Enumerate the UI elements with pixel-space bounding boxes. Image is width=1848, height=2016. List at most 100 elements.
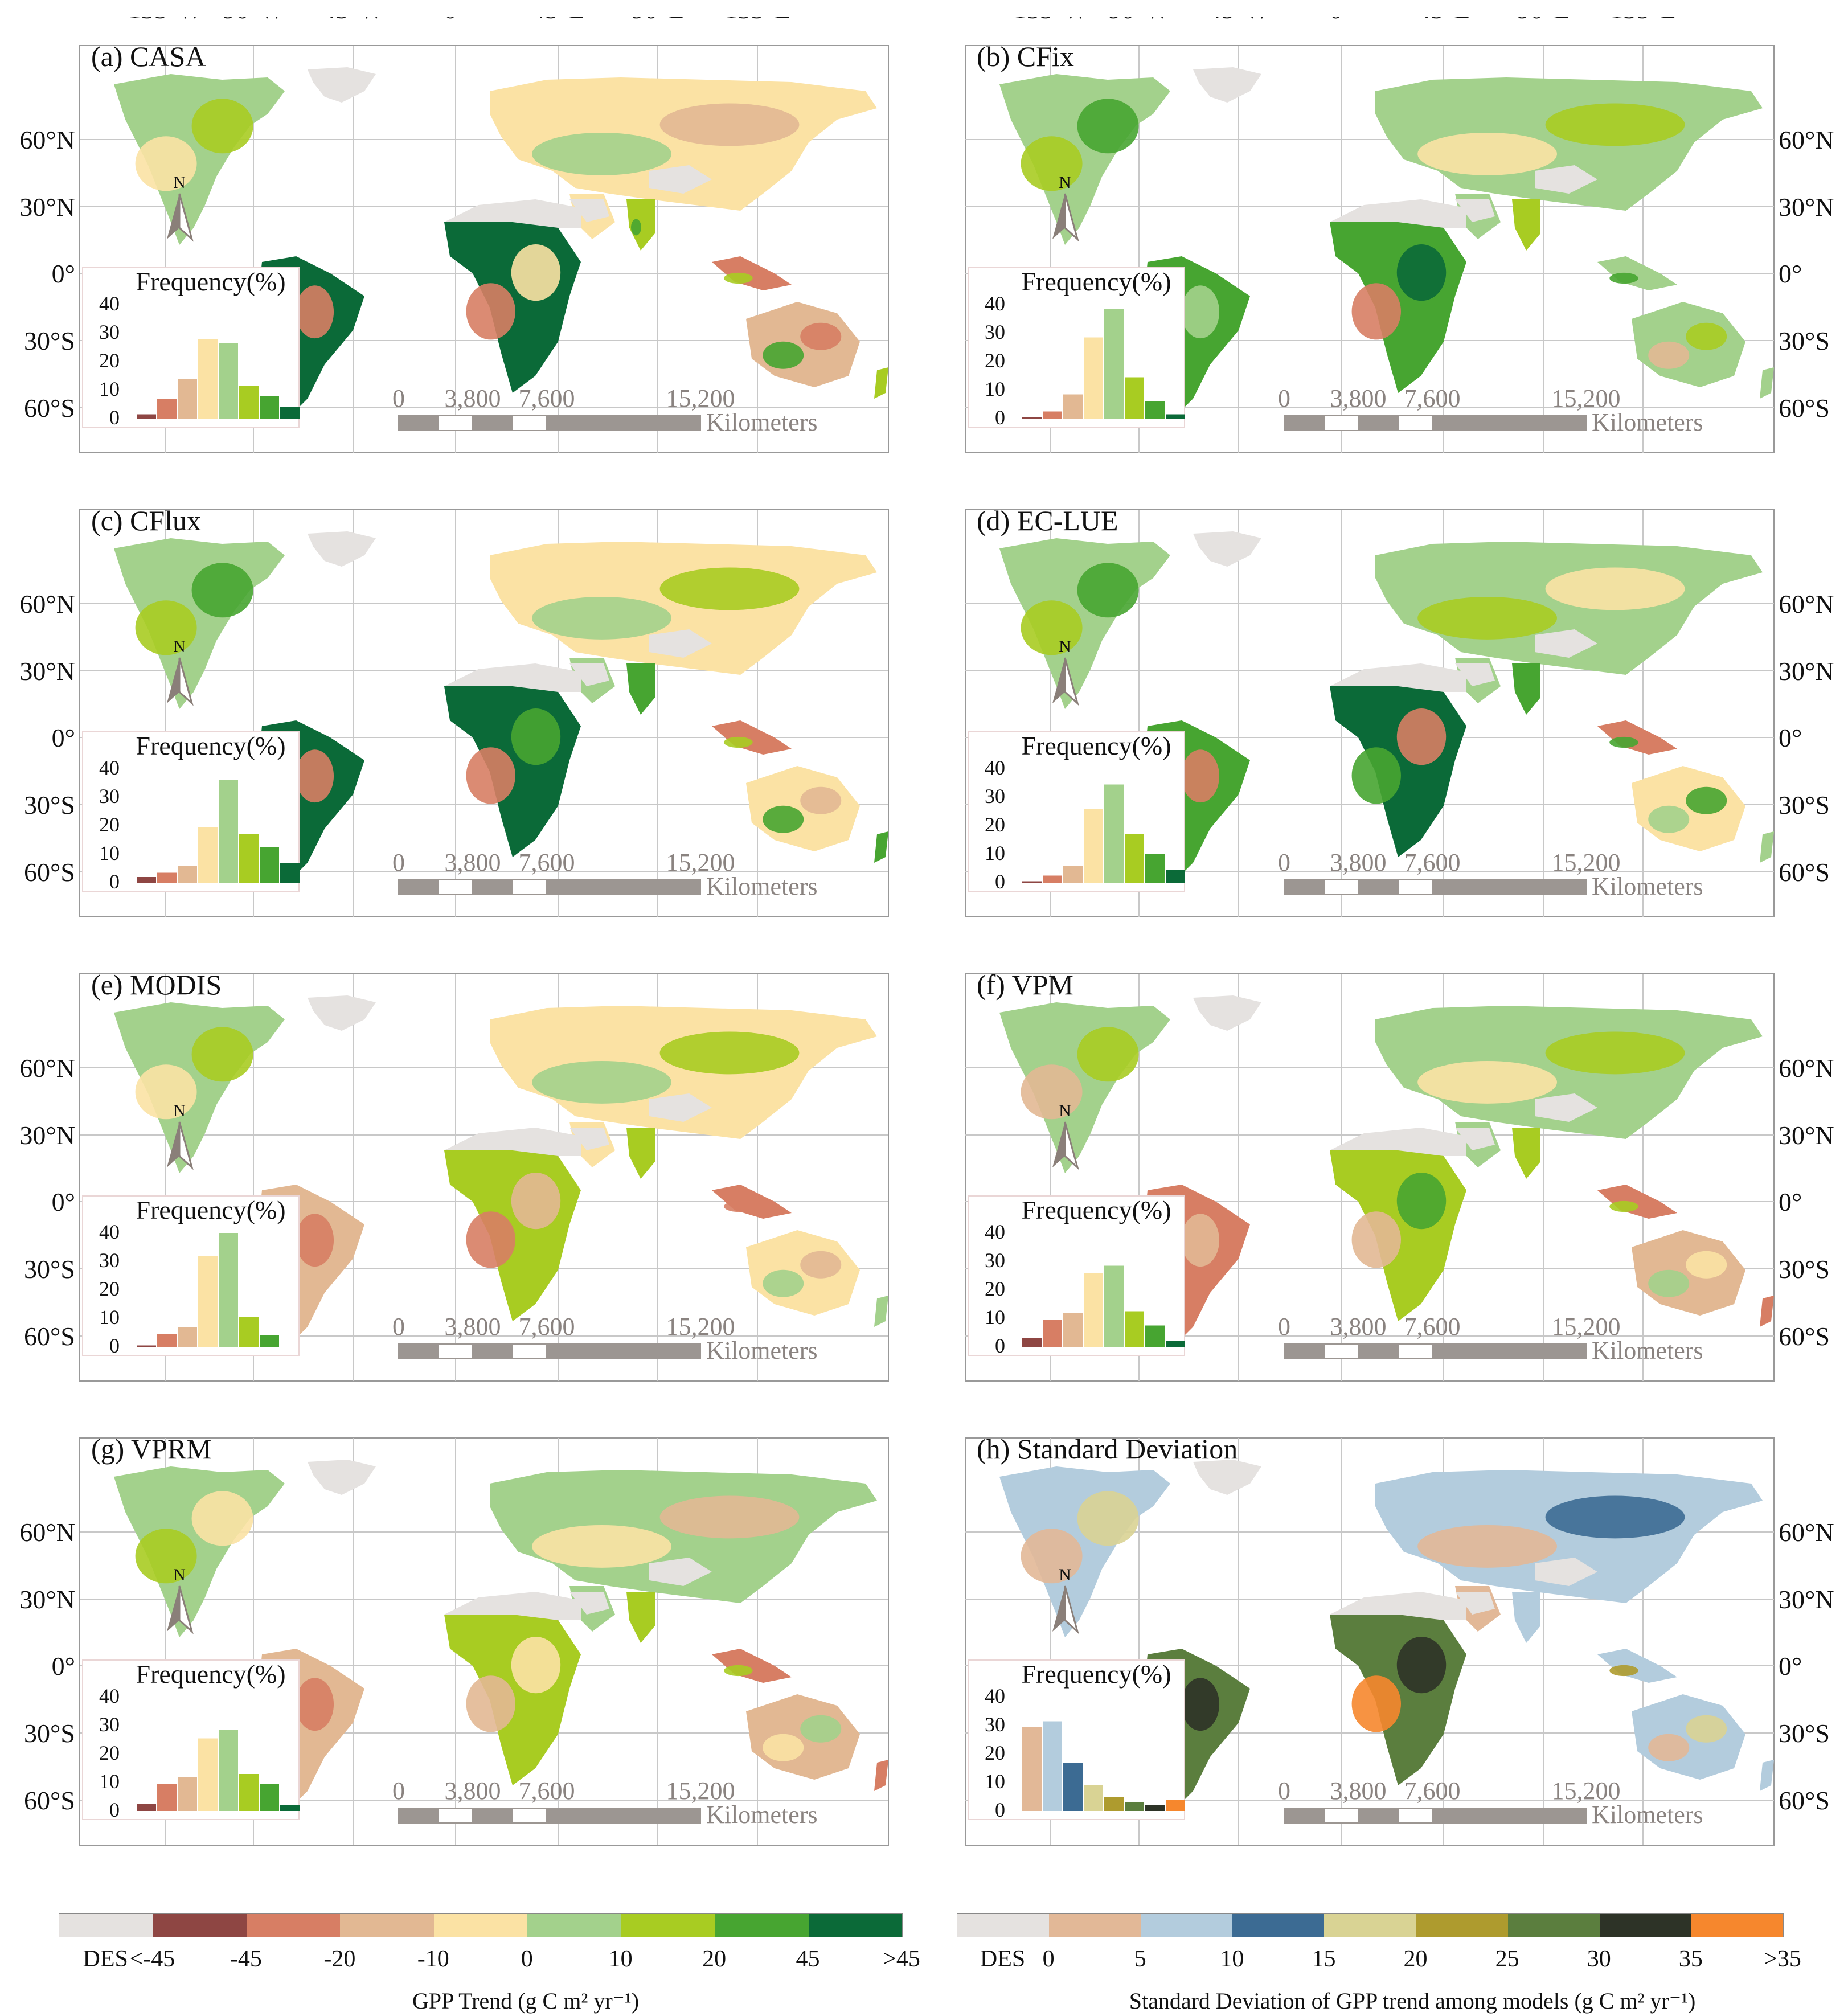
legend-swatch <box>340 1914 434 1937</box>
scale-bar-segment <box>546 1808 701 1824</box>
continents <box>114 531 888 886</box>
legend-des-label: DES <box>83 1946 128 1972</box>
lon-tick-label: 45°W <box>1208 17 1269 24</box>
histogram-tick-label: 10 <box>99 1770 120 1793</box>
des-sahara <box>1330 663 1466 692</box>
histogram-bar <box>219 343 238 419</box>
histogram-bar <box>1084 1785 1103 1811</box>
des-tarim <box>649 1093 712 1122</box>
histogram-tick-label: 30 <box>985 321 1005 343</box>
scale-bar-segment <box>1284 879 1325 895</box>
land-patch <box>1648 1734 1690 1761</box>
lon-tick-label: 135°E <box>1610 17 1676 24</box>
scale-bar-segment <box>398 1343 439 1359</box>
histogram-bar <box>198 1738 218 1811</box>
map-panel-b: (b) CFix 135°W 90°W 45°W 0° 45°E 90°E 135°E 60°N… <box>945 17 1848 467</box>
land-patch <box>191 563 253 618</box>
scale-bar-segment <box>1398 1343 1433 1359</box>
legend-swatch <box>1416 1914 1508 1937</box>
north-label: N <box>173 1566 186 1584</box>
land-india <box>1512 1592 1540 1643</box>
lat-tick-label: 60°N <box>19 125 75 154</box>
histogram-bar <box>1125 377 1144 419</box>
legend-tick-label: 0 <box>521 1946 533 1972</box>
histogram-bar <box>1104 309 1124 419</box>
lat-tick-label: 0° <box>1779 259 1802 288</box>
scale-bar-segment <box>1432 1808 1587 1824</box>
histogram-bar <box>1022 1338 1042 1347</box>
histogram-bar <box>239 1774 259 1811</box>
north-arrow-left <box>1052 194 1065 239</box>
map-panel-g: (g) VPRM 135°W 90°W 45°W 0° 45°E 90°E 135°E 60°N… <box>0 1409 903 1859</box>
lat-tick-label: 0° <box>52 1187 75 1216</box>
lon-tick-label: 0° <box>1329 17 1353 24</box>
histogram-bar <box>178 866 197 883</box>
land-patch <box>532 1060 671 1104</box>
north-label: N <box>1059 1101 1071 1120</box>
histogram-tick-label: 40 <box>99 1220 120 1243</box>
land-patch <box>1648 805 1690 833</box>
scale-bar-segment <box>546 879 701 895</box>
legend-tick-label: 20 <box>702 1946 727 1972</box>
lon-tick-label: 90°W <box>1108 17 1170 24</box>
lon-tick-label: 45°W <box>322 17 384 24</box>
lon-tick-label: 0° <box>444 17 467 24</box>
histogram-bar <box>239 1317 259 1347</box>
scale-unit: Kilometers <box>1592 408 1703 436</box>
legend-swatch <box>1232 1914 1325 1937</box>
panel-title: (b) CFix <box>977 40 1074 72</box>
map-panel-d: (d) EC-LUE 60°N 30°N 0° 30°S 60°S N Frequency(%… <box>945 481 1848 931</box>
land-patch <box>1021 600 1083 655</box>
panel-title: (a) CASA <box>91 40 206 72</box>
histogram-tick-label: 30 <box>99 1249 120 1272</box>
land-nz <box>874 1296 888 1327</box>
histogram-bar <box>137 1804 156 1811</box>
scale-tick-label: 15,200 <box>1552 849 1621 876</box>
panel-title: (g) VPRM <box>91 1433 212 1465</box>
scale-bar-segment <box>398 1808 439 1824</box>
panel-title: (h) Standard Deviation <box>977 1433 1238 1465</box>
legend-tick-label: 10 <box>608 1946 633 1972</box>
land-patch <box>1181 1678 1220 1731</box>
histogram-tick-label: 10 <box>985 1306 1005 1329</box>
histogram-tick-label: 40 <box>99 756 120 779</box>
land-patch <box>1545 567 1685 610</box>
sd-legend-title: Standard Deviation of GPP trend among mo… <box>1129 1988 1696 2014</box>
legend-swatch <box>246 1914 341 1937</box>
scale-tick-label: 15,200 <box>1552 1313 1621 1341</box>
des-tarim <box>649 165 712 194</box>
land-patch <box>1609 736 1638 748</box>
north-arrow-icon: N <box>167 173 194 242</box>
histogram-bar <box>1022 881 1042 883</box>
lon-tick-label: 135°W <box>1014 17 1088 24</box>
histogram-bar <box>198 1256 218 1347</box>
land-seasia <box>712 256 792 290</box>
scale-bar-segment <box>398 879 439 895</box>
des-arabianDes <box>569 1592 609 1615</box>
panel-title: (d) EC-LUE <box>977 505 1118 536</box>
lat-tick-label: 0° <box>1779 1652 1802 1681</box>
scale-tick-label: 0 <box>392 849 405 876</box>
des-greenland <box>1193 1460 1261 1495</box>
histogram-tick-label: 0 <box>995 870 1005 893</box>
histogram-tick-label: 10 <box>99 1306 120 1329</box>
scale-bar-segment <box>1432 415 1587 431</box>
histogram-bar <box>1104 1797 1124 1811</box>
histogram-bar <box>137 877 156 883</box>
histogram-bar <box>157 399 177 419</box>
land-seasia <box>1597 1185 1677 1219</box>
lon-tick-label: 45°E <box>1417 17 1470 24</box>
lon-tick-label: 90°E <box>632 1856 685 1859</box>
des-greenland <box>1193 531 1261 567</box>
land-patch <box>1609 1200 1638 1212</box>
histogram-bar <box>1043 1320 1062 1347</box>
land-patch <box>1417 132 1557 175</box>
lon-tick-label: 135°W <box>1014 1856 1088 1859</box>
scale-bar-segment <box>512 1808 547 1824</box>
lon-tick-label: 45°W <box>322 1856 384 1859</box>
land-patch <box>296 1678 334 1731</box>
land-patch <box>1351 1211 1401 1268</box>
land-india <box>1512 663 1540 715</box>
histogram-tick-label: 0 <box>109 870 120 893</box>
land-patch <box>1351 283 1401 340</box>
